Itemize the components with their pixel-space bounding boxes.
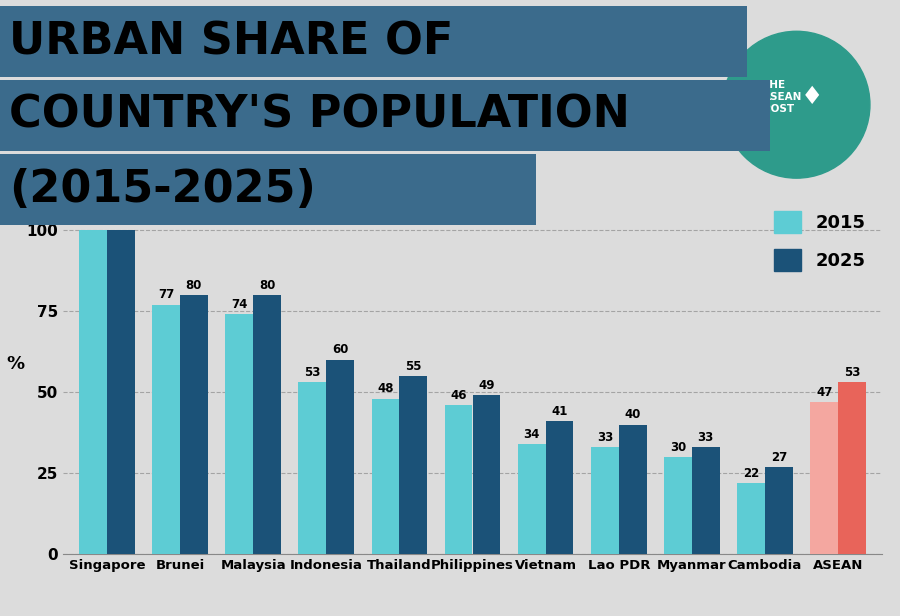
Bar xyxy=(664,457,692,554)
Legend: 2015, 2025: 2015, 2025 xyxy=(767,204,873,278)
Text: ♦: ♦ xyxy=(801,85,823,109)
Bar xyxy=(445,405,473,554)
Text: THE
ASEAN
POST: THE ASEAN POST xyxy=(763,81,802,114)
Text: 55: 55 xyxy=(405,360,421,373)
Bar xyxy=(225,314,253,554)
Bar xyxy=(591,447,618,554)
Text: 100: 100 xyxy=(81,214,105,227)
Bar xyxy=(253,295,281,554)
Text: 100: 100 xyxy=(109,214,133,227)
Text: 22: 22 xyxy=(743,467,760,480)
Text: (2015-2025): (2015-2025) xyxy=(9,168,316,211)
Text: 41: 41 xyxy=(552,405,568,418)
Bar xyxy=(692,447,720,554)
Text: 34: 34 xyxy=(524,428,540,441)
Text: 53: 53 xyxy=(844,366,860,379)
Text: 27: 27 xyxy=(770,450,787,464)
Bar xyxy=(472,395,500,554)
Circle shape xyxy=(723,31,870,178)
Bar xyxy=(326,360,354,554)
Text: 74: 74 xyxy=(231,298,248,311)
Bar xyxy=(765,467,793,554)
Bar xyxy=(838,383,866,554)
Text: 80: 80 xyxy=(185,278,202,291)
Text: URBAN SHARE OF: URBAN SHARE OF xyxy=(9,20,454,63)
Text: 60: 60 xyxy=(332,344,348,357)
Bar xyxy=(545,421,573,554)
Text: 53: 53 xyxy=(304,366,320,379)
Bar xyxy=(619,424,646,554)
Y-axis label: %: % xyxy=(6,355,24,373)
Bar xyxy=(810,402,838,554)
Text: 33: 33 xyxy=(597,431,613,444)
Bar xyxy=(372,399,400,554)
Bar xyxy=(107,230,135,554)
Text: COUNTRY'S POPULATION: COUNTRY'S POPULATION xyxy=(9,94,630,137)
Text: 46: 46 xyxy=(450,389,467,402)
Bar xyxy=(79,230,107,554)
Text: 40: 40 xyxy=(625,408,641,421)
Text: 30: 30 xyxy=(670,441,686,454)
Text: 33: 33 xyxy=(698,431,714,444)
Text: 48: 48 xyxy=(377,383,393,395)
Bar xyxy=(518,444,545,554)
Bar xyxy=(400,376,428,554)
Text: 49: 49 xyxy=(478,379,495,392)
Text: 47: 47 xyxy=(816,386,833,399)
Text: 77: 77 xyxy=(158,288,175,301)
Text: 80: 80 xyxy=(259,278,275,291)
Bar xyxy=(299,383,326,554)
Bar xyxy=(180,295,208,554)
Bar xyxy=(737,483,765,554)
Bar xyxy=(152,304,180,554)
